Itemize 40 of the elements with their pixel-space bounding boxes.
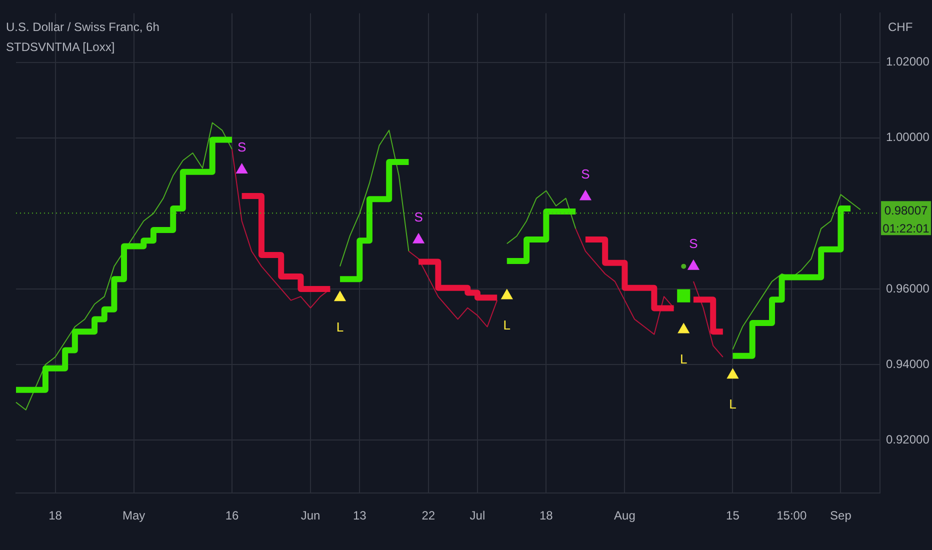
x-tick-label: May [122, 508, 146, 523]
series-label: S [414, 209, 424, 224]
point [677, 289, 690, 302]
x-tick-label: Jul [470, 508, 486, 523]
point [688, 260, 700, 270]
text: L [729, 396, 736, 412]
x-tick-label: Sep [830, 508, 852, 523]
text: STDSVNTMA [Loxx] [6, 40, 115, 54]
point [681, 264, 686, 269]
ref-line-label: 0.98007 [884, 203, 928, 218]
point [412, 233, 424, 244]
point [501, 289, 513, 300]
text: S [237, 140, 246, 155]
point [727, 368, 738, 379]
text: 01:22:01 [882, 221, 930, 236]
x-tick-label: 22 [422, 508, 436, 523]
y-tick-label: 0.92000 [886, 432, 930, 446]
x-tick-label: 15:00 [776, 508, 807, 523]
x-tick-label: 18 [48, 508, 62, 523]
text: S [689, 236, 698, 251]
y-axis-title: CHF [888, 20, 913, 34]
x-tick-label: 18 [540, 508, 554, 523]
y-tick-label: 1.00000 [886, 130, 930, 144]
series-label: L [680, 351, 688, 366]
point [236, 163, 248, 174]
y-tick-label: 0.96000 [886, 281, 930, 296]
x-tick-label: Aug [614, 508, 636, 523]
y-tick-label: 1.02000 [886, 54, 930, 69]
x-tick-label: Jun [300, 508, 320, 523]
point [334, 291, 346, 302]
text: U.S. Dollar / Swiss Franc, 6h [6, 20, 160, 34]
point [580, 190, 592, 200]
y-tick-label: 0.94000 [886, 356, 930, 371]
x-tick-label: 16 [225, 508, 239, 523]
x-tick-label: 13 [352, 508, 367, 523]
text: S [581, 166, 590, 182]
point [678, 323, 690, 334]
text: L [336, 319, 344, 334]
x-tick-label: 15 [726, 508, 740, 523]
text: L [503, 317, 511, 332]
